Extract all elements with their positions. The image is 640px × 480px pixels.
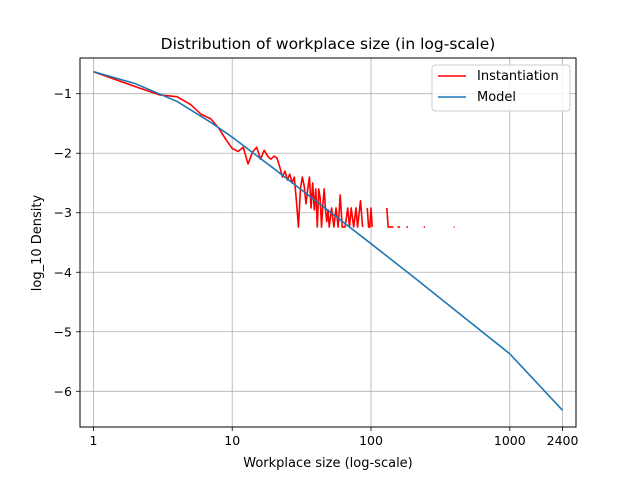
series-line-model <box>93 70 564 411</box>
x-tick-label: 2400 <box>547 433 579 448</box>
legend: Instantiation Model <box>431 64 571 112</box>
legend-label-instantiation: Instantiation <box>477 69 559 84</box>
y-axis-label: log_10 Density <box>30 194 45 291</box>
y-tick-label: −2 <box>54 146 72 161</box>
x-tick-label: 1000 <box>494 433 526 448</box>
y-tick-label: −3 <box>54 205 72 220</box>
legend-label-model: Model <box>477 90 516 105</box>
y-tick-label: −6 <box>54 384 72 399</box>
y-tick-label: −4 <box>54 265 72 280</box>
plot-area-frame <box>79 57 577 428</box>
x-tick-label: 100 <box>359 433 383 448</box>
legend-box <box>431 64 571 112</box>
axis-ticks: 1 10 100 1000 2400 −6 −5 −4 −3 −2 −1 <box>54 86 579 448</box>
x-tick-label: 1 <box>89 433 97 448</box>
x-axis-label: Workplace size (log-scale) <box>243 456 413 471</box>
series-line-instantiation <box>386 207 394 228</box>
y-tick-label: −1 <box>54 86 72 101</box>
series-lines <box>93 70 564 411</box>
y-tick-label: −5 <box>54 324 72 339</box>
x-tick-label: 10 <box>224 433 240 448</box>
series-line-instantiation <box>366 207 373 228</box>
chart-title: Distribution of workplace size (in log-s… <box>161 35 496 53</box>
series-line-instantiation <box>93 70 364 228</box>
